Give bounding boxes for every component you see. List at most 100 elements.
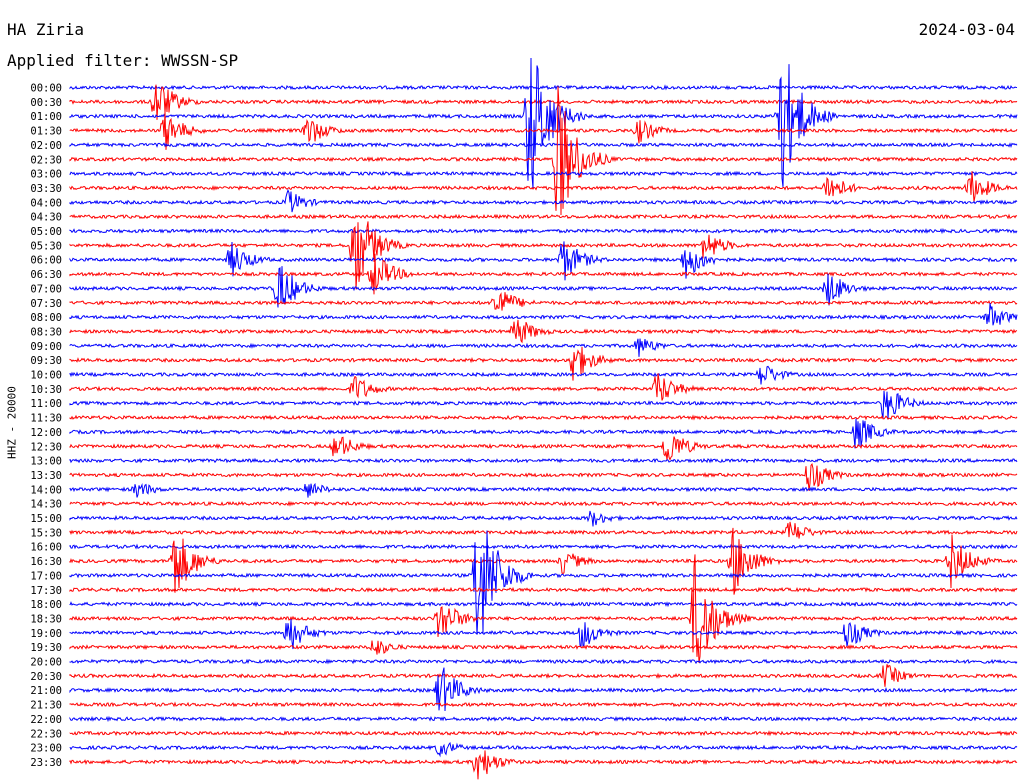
row-label: 04:00 bbox=[30, 197, 62, 209]
trace-line bbox=[69, 346, 1018, 381]
row-label: 15:30 bbox=[30, 527, 62, 539]
row-label: 19:30 bbox=[30, 642, 62, 654]
trace-line bbox=[69, 527, 1018, 595]
trace-line bbox=[69, 253, 1018, 295]
row-label: 21:30 bbox=[30, 700, 62, 712]
trace-line bbox=[69, 319, 1018, 344]
row-label: 03:30 bbox=[30, 183, 62, 195]
trace-line bbox=[69, 170, 1018, 177]
trace-line bbox=[69, 730, 1018, 737]
date-label: 2024-03-04 bbox=[918, 20, 1015, 39]
trace-line bbox=[69, 701, 1018, 708]
row-label: 09:00 bbox=[30, 341, 62, 353]
row-label: 03:00 bbox=[30, 169, 62, 181]
row-label: 00:30 bbox=[30, 97, 62, 109]
trace-line bbox=[69, 530, 1018, 635]
trace-line bbox=[69, 171, 1018, 202]
trace-line bbox=[69, 500, 1018, 507]
row-label: 20:30 bbox=[30, 671, 62, 683]
trace-line bbox=[69, 365, 1018, 385]
trace-line bbox=[69, 543, 1018, 550]
row-label: 11:00 bbox=[30, 398, 62, 410]
trace-line bbox=[69, 188, 1018, 213]
trace-line bbox=[69, 57, 1018, 189]
trace-line bbox=[69, 436, 1018, 461]
trace-line bbox=[69, 601, 1018, 608]
row-label: 08:30 bbox=[30, 326, 62, 338]
trace-line bbox=[69, 658, 1018, 665]
row-label: 02:30 bbox=[30, 154, 62, 166]
trace-line bbox=[69, 390, 1018, 420]
row-label: 11:30 bbox=[30, 413, 62, 425]
trace-line bbox=[69, 86, 1018, 216]
row-label: 22:00 bbox=[30, 714, 62, 726]
row-label: 08:00 bbox=[30, 312, 62, 324]
trace-line bbox=[69, 618, 1018, 650]
trace-line bbox=[69, 111, 1018, 150]
trace-line bbox=[69, 227, 1018, 235]
row-label: 14:30 bbox=[30, 499, 62, 511]
trace-line bbox=[69, 482, 1018, 498]
row-label: 18:30 bbox=[30, 613, 62, 625]
trace-line bbox=[69, 303, 1018, 326]
row-label: 07:00 bbox=[30, 283, 62, 295]
row-label: 06:30 bbox=[30, 269, 62, 281]
station-title: HA Ziria bbox=[7, 20, 85, 39]
trace-line bbox=[69, 586, 1018, 593]
row-label: 01:00 bbox=[30, 111, 62, 123]
row-label: 04:30 bbox=[30, 212, 62, 224]
row-label: 13:30 bbox=[30, 470, 62, 482]
trace-line bbox=[69, 241, 1018, 281]
row-label: 06:00 bbox=[30, 255, 62, 267]
trace-line bbox=[69, 664, 1018, 687]
row-label: 20:00 bbox=[30, 657, 62, 669]
trace-line bbox=[69, 554, 1018, 663]
trace-line bbox=[69, 84, 1018, 120]
row-label: 23:00 bbox=[30, 743, 62, 755]
trace-line bbox=[69, 266, 1018, 308]
row-label: 05:00 bbox=[30, 226, 62, 238]
trace-line bbox=[69, 338, 1018, 357]
trace-line bbox=[69, 640, 1018, 655]
trace-line bbox=[69, 463, 1018, 491]
trace-line bbox=[69, 667, 1018, 712]
filter-label: Applied filter: WWSSN-SP bbox=[7, 51, 239, 70]
row-label: 16:30 bbox=[30, 556, 62, 568]
row-label: 17:30 bbox=[30, 585, 62, 597]
row-label: 13:00 bbox=[30, 456, 62, 468]
trace-line bbox=[69, 750, 1018, 780]
row-label: 12:30 bbox=[30, 441, 62, 453]
row-label: 02:00 bbox=[30, 140, 62, 152]
row-label: 19:00 bbox=[30, 628, 62, 640]
row-label: 22:30 bbox=[30, 728, 62, 740]
row-label: 10:30 bbox=[30, 384, 62, 396]
trace-line bbox=[69, 84, 1018, 91]
row-label: 05:30 bbox=[30, 240, 62, 252]
trace-line bbox=[69, 373, 1018, 401]
row-label: 23:30 bbox=[30, 757, 62, 769]
trace-line bbox=[69, 414, 1018, 421]
trace-line bbox=[69, 292, 1018, 311]
trace-line bbox=[69, 141, 1018, 149]
row-label: 09:30 bbox=[30, 355, 62, 367]
row-label: 01:30 bbox=[30, 126, 62, 138]
row-label: 12:00 bbox=[30, 427, 62, 439]
row-label: 00:00 bbox=[30, 83, 62, 95]
trace-line bbox=[69, 221, 1018, 290]
row-label: 18:00 bbox=[30, 599, 62, 611]
row-label: 10:00 bbox=[30, 370, 62, 382]
trace-line bbox=[69, 418, 1018, 449]
row-label: 16:00 bbox=[30, 542, 62, 554]
trace-line bbox=[69, 741, 1018, 758]
trace-line bbox=[69, 213, 1018, 220]
trace-line bbox=[69, 457, 1018, 464]
row-label: 15:00 bbox=[30, 513, 62, 525]
row-label: 07:30 bbox=[30, 298, 62, 310]
trace-line bbox=[69, 521, 1018, 539]
row-label: 14:00 bbox=[30, 484, 62, 496]
row-label: 17:00 bbox=[30, 570, 62, 582]
row-label: 21:00 bbox=[30, 685, 62, 697]
trace-line bbox=[69, 510, 1018, 527]
trace-line bbox=[69, 715, 1018, 723]
